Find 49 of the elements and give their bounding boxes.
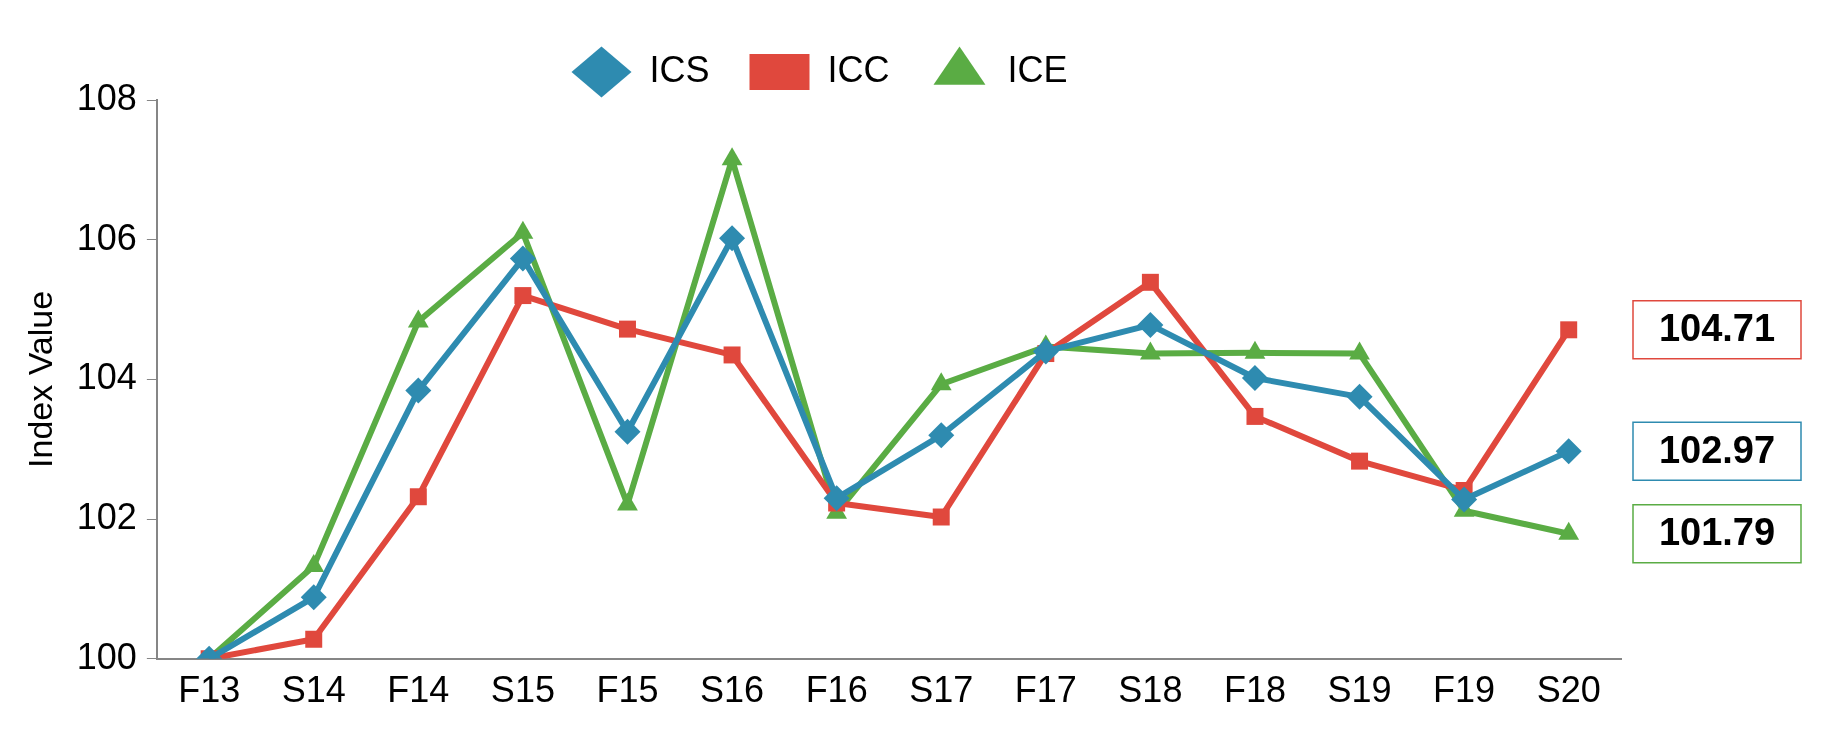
point — [1241, 365, 1268, 391]
x-tick-label: S15 — [490, 669, 555, 711]
x-tick-label: S16 — [700, 669, 765, 711]
point — [928, 422, 955, 449]
annotation: 104.71 — [1658, 307, 1776, 350]
legend-label: ICS — [649, 48, 710, 90]
point — [932, 508, 950, 526]
y-tick-label: 100 — [76, 635, 137, 677]
x-tick-label: F17 — [1014, 669, 1077, 711]
annotation: 101.79 — [1658, 511, 1776, 554]
x-tick-label: F13 — [178, 669, 241, 711]
x-tick-label: S18 — [1118, 669, 1183, 711]
x-tick-label: S17 — [909, 669, 974, 711]
legend-label: ICC — [827, 48, 890, 90]
point — [614, 418, 641, 445]
x-tick-label: S14 — [281, 669, 346, 711]
x-tick-label: S19 — [1327, 669, 1392, 711]
x-tick-label: F14 — [387, 669, 450, 711]
y-tick-label: 102 — [76, 496, 137, 538]
point — [514, 287, 532, 305]
point — [1141, 273, 1159, 291]
point — [1032, 338, 1059, 365]
y-tick-label: 106 — [76, 216, 137, 258]
point — [300, 584, 327, 611]
legend-label: ICE — [1007, 48, 1068, 90]
annotation: 102.97 — [1658, 428, 1776, 471]
point — [1137, 311, 1164, 338]
point — [719, 225, 746, 252]
x-tick-label: F15 — [596, 669, 659, 711]
y-axis-title: Index Value — [20, 290, 59, 468]
point — [1451, 486, 1478, 513]
point — [1246, 407, 1264, 425]
point — [509, 245, 536, 272]
x-tick-label: F18 — [1223, 669, 1286, 711]
point — [405, 377, 432, 404]
point — [823, 485, 850, 512]
x-tick-label: F19 — [1433, 669, 1496, 711]
point — [409, 488, 427, 506]
point — [305, 630, 323, 648]
point — [723, 346, 741, 364]
x-tick-label: S20 — [1536, 669, 1601, 711]
y-tick-label: 108 — [76, 76, 137, 118]
x-tick-label: F16 — [805, 669, 868, 711]
point — [1560, 321, 1578, 339]
point — [1346, 383, 1373, 410]
point — [1555, 438, 1582, 465]
point — [1351, 452, 1369, 470]
point — [618, 320, 636, 338]
y-tick-label: 104 — [76, 356, 137, 398]
